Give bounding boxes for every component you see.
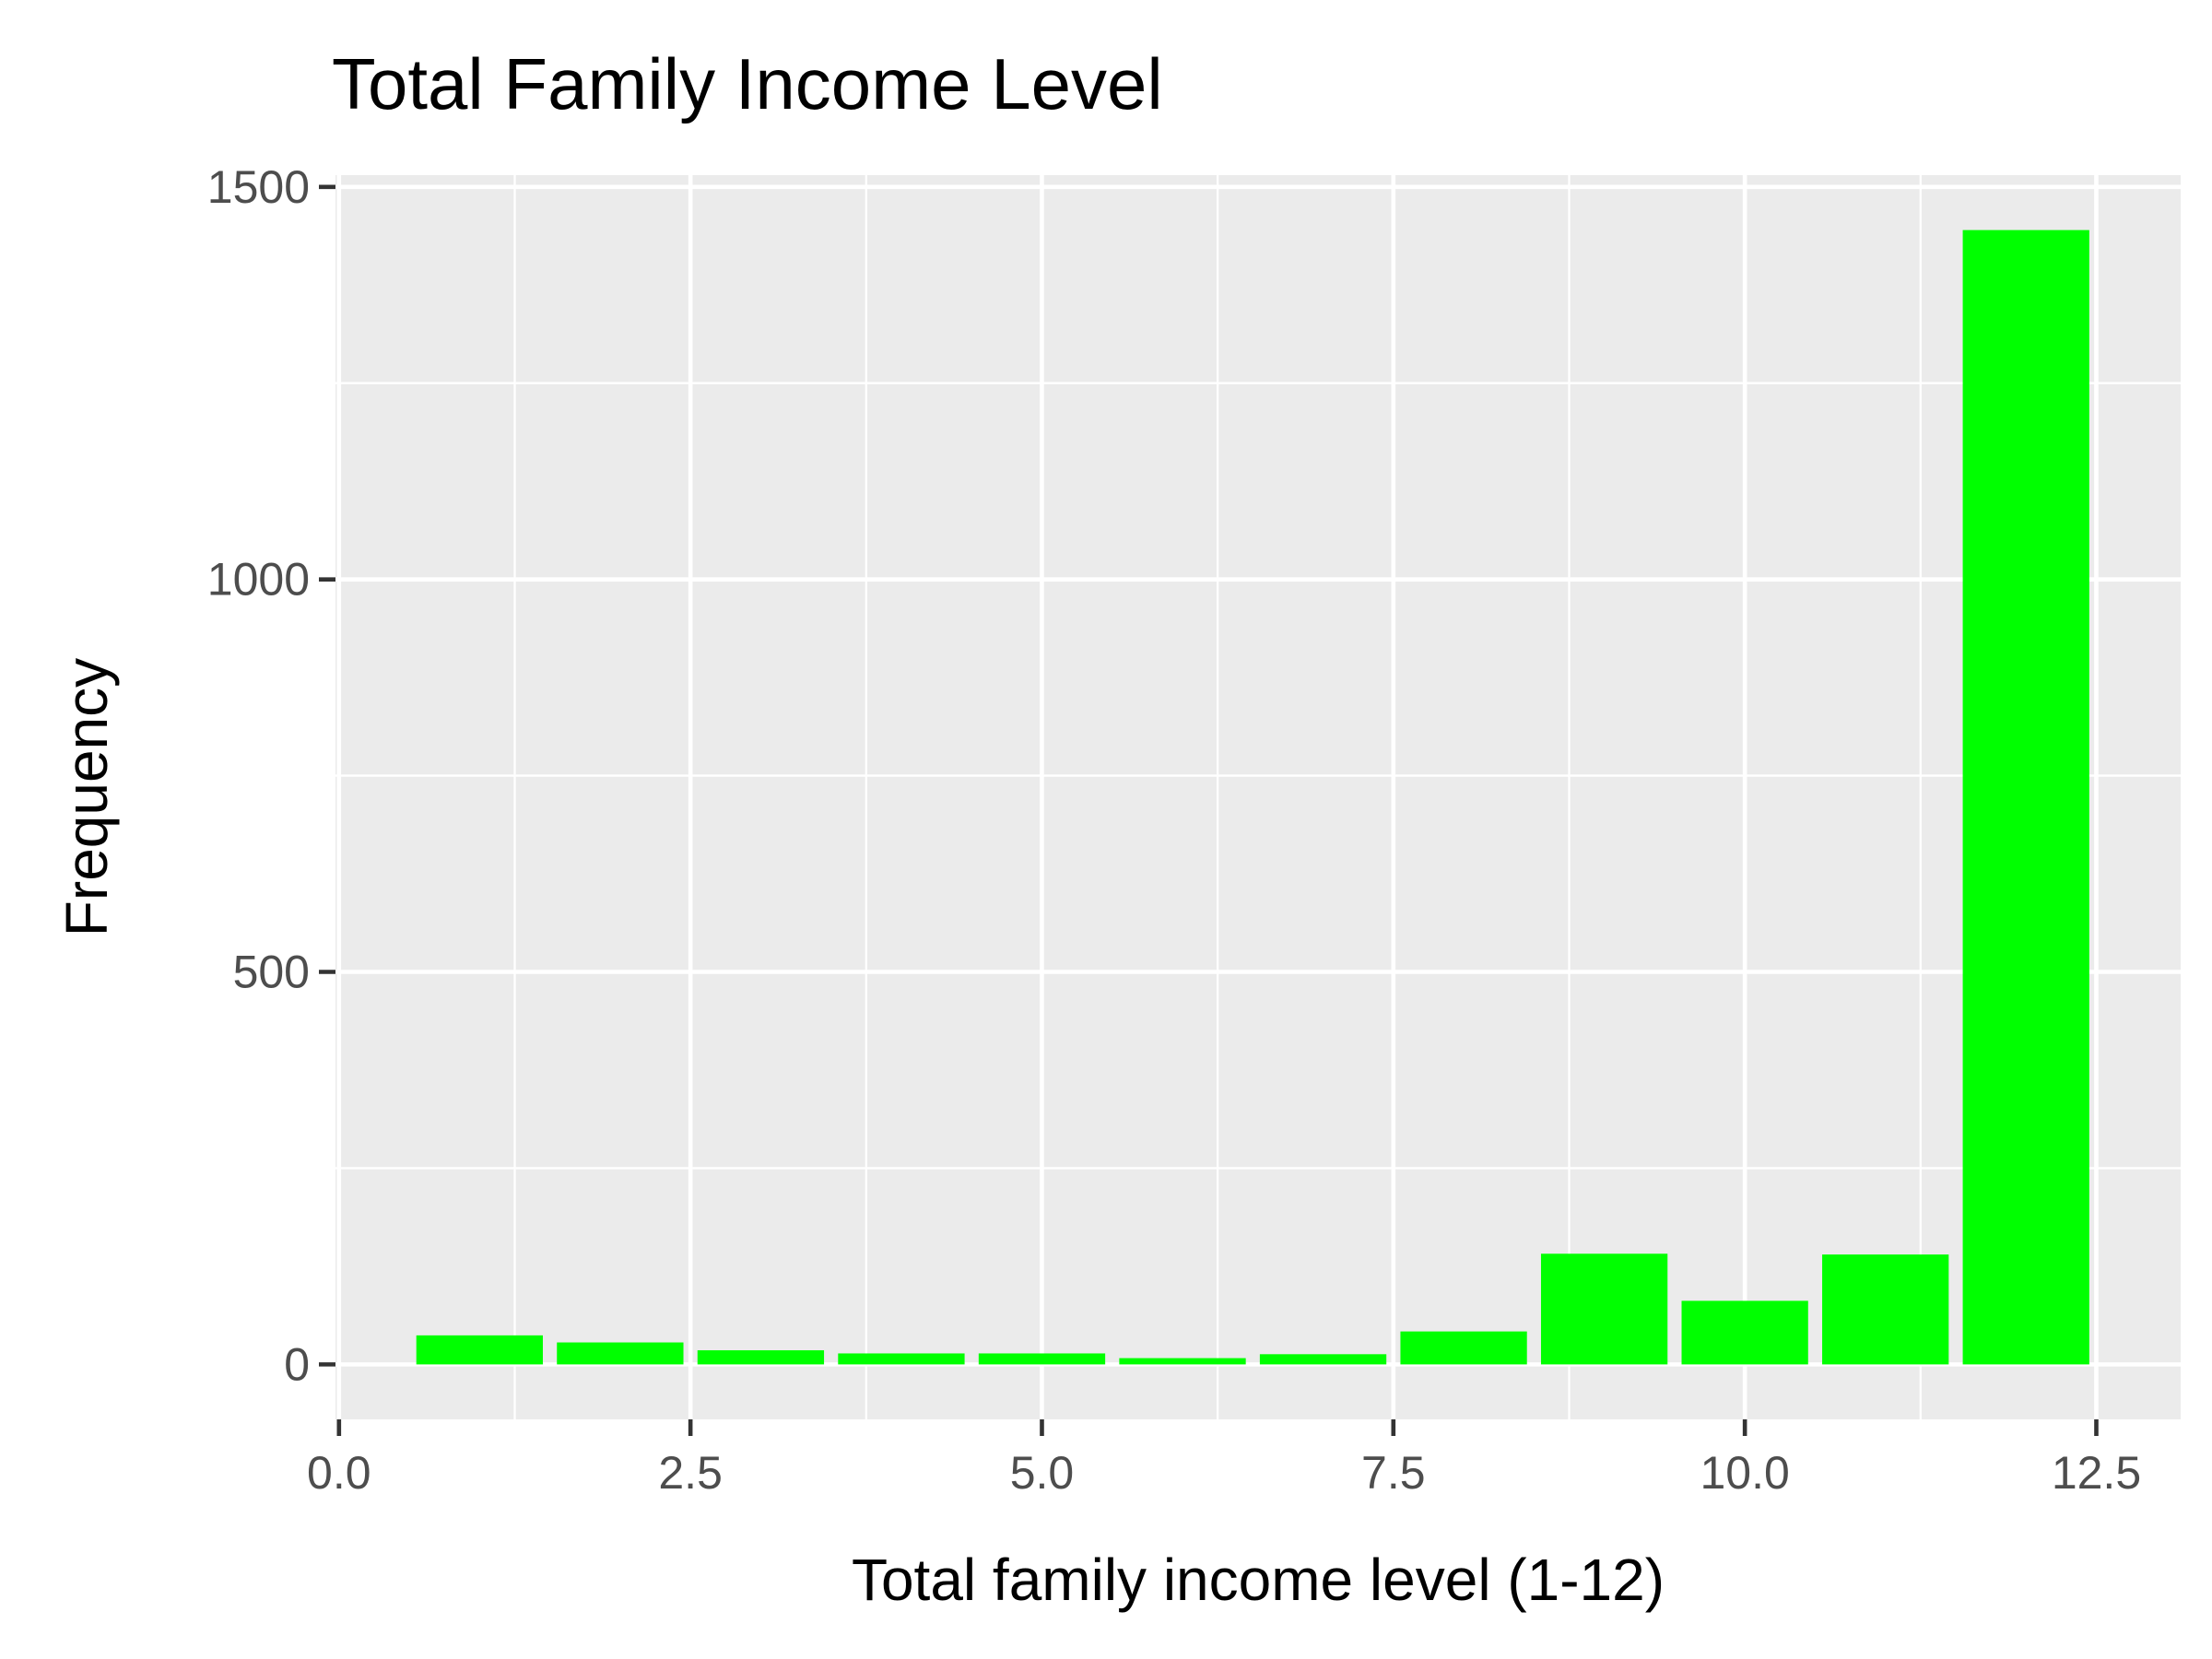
x-axis: 0.0 2.5 5.0 7.5 10.0 12.5	[307, 1419, 2141, 1499]
x-axis-title: Total family income level (1-12)	[852, 1547, 1665, 1613]
bar-5	[978, 1353, 1106, 1365]
plot-panel	[335, 175, 2181, 1419]
bar-4	[838, 1353, 965, 1365]
x-tick-label: 7.5	[1361, 1447, 1426, 1499]
x-tick-label: 0.0	[307, 1447, 371, 1499]
minor-gridlines	[335, 175, 2181, 1419]
y-axis-title: Frequency	[53, 658, 120, 936]
bar-11	[1822, 1254, 1949, 1365]
bar-8	[1400, 1331, 1527, 1365]
bar-7	[1259, 1354, 1387, 1365]
y-axis: 0 500 1000 1500	[207, 161, 335, 1390]
bar-3	[697, 1350, 825, 1365]
chart-title: Total Family Income Level	[332, 43, 1163, 124]
bar-12	[1962, 229, 2089, 1365]
y-tick-label: 1500	[207, 161, 310, 213]
y-tick-label: 500	[233, 947, 310, 998]
y-tick-label: 0	[284, 1338, 310, 1390]
x-tick-label: 2.5	[658, 1447, 723, 1499]
bar-9	[1540, 1253, 1668, 1365]
bar-6	[1119, 1358, 1246, 1365]
x-tick-label: 10.0	[1700, 1447, 1789, 1499]
x-tick-label: 12.5	[2052, 1447, 2141, 1499]
bar-2	[557, 1342, 684, 1365]
bar-10	[1681, 1300, 1808, 1365]
bar-1	[416, 1335, 543, 1365]
x-tick-label: 5.0	[1010, 1447, 1075, 1499]
bars	[416, 229, 2089, 1365]
y-tick-label: 1000	[207, 554, 310, 606]
